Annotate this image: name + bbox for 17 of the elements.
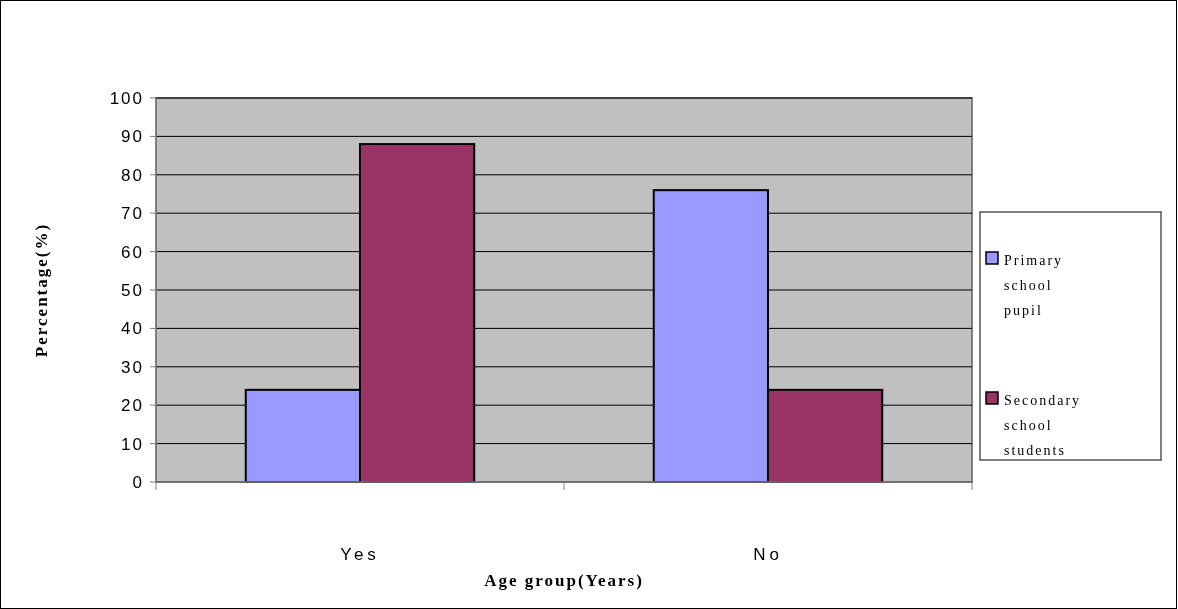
x-tick-label: No [753,545,783,564]
y-tick-label: 0 [132,472,144,492]
y-tick-label: 10 [121,434,144,454]
y-tick-label: 50 [121,280,144,300]
y-tick-label: 90 [121,127,144,147]
y-tick-label: 30 [121,357,144,377]
x-tick-label: Yes [340,545,380,564]
y-tick-label: 60 [121,242,144,262]
legend-label: Secondary school students [1004,393,1082,458]
y-tick-label: 20 [121,396,144,416]
y-axis-title: Percentage(%) [32,222,51,358]
y-tick-label: 80 [121,165,144,185]
y-tick-label: 70 [121,204,144,224]
y-tick-label: 40 [121,319,144,339]
y-tick-label: 100 [109,88,144,108]
legend-label: Primary school pupil [1004,253,1064,318]
x-axis-title: Age group(Years) [484,571,644,590]
